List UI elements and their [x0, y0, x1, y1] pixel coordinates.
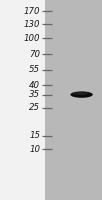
Bar	[0, 0, 45, 200]
Text: 40: 40	[29, 81, 40, 90]
Text: 25: 25	[29, 103, 40, 112]
Ellipse shape	[70, 91, 93, 98]
Text: 55: 55	[29, 65, 40, 74]
Bar	[45, 0, 102, 200]
Text: 170: 170	[24, 6, 40, 16]
Text: 15: 15	[29, 131, 40, 140]
Ellipse shape	[73, 92, 88, 95]
Text: 70: 70	[29, 50, 40, 59]
Text: 100: 100	[24, 34, 40, 43]
Text: 10: 10	[29, 144, 40, 154]
Text: 35: 35	[29, 90, 40, 99]
Text: 130: 130	[24, 20, 40, 29]
